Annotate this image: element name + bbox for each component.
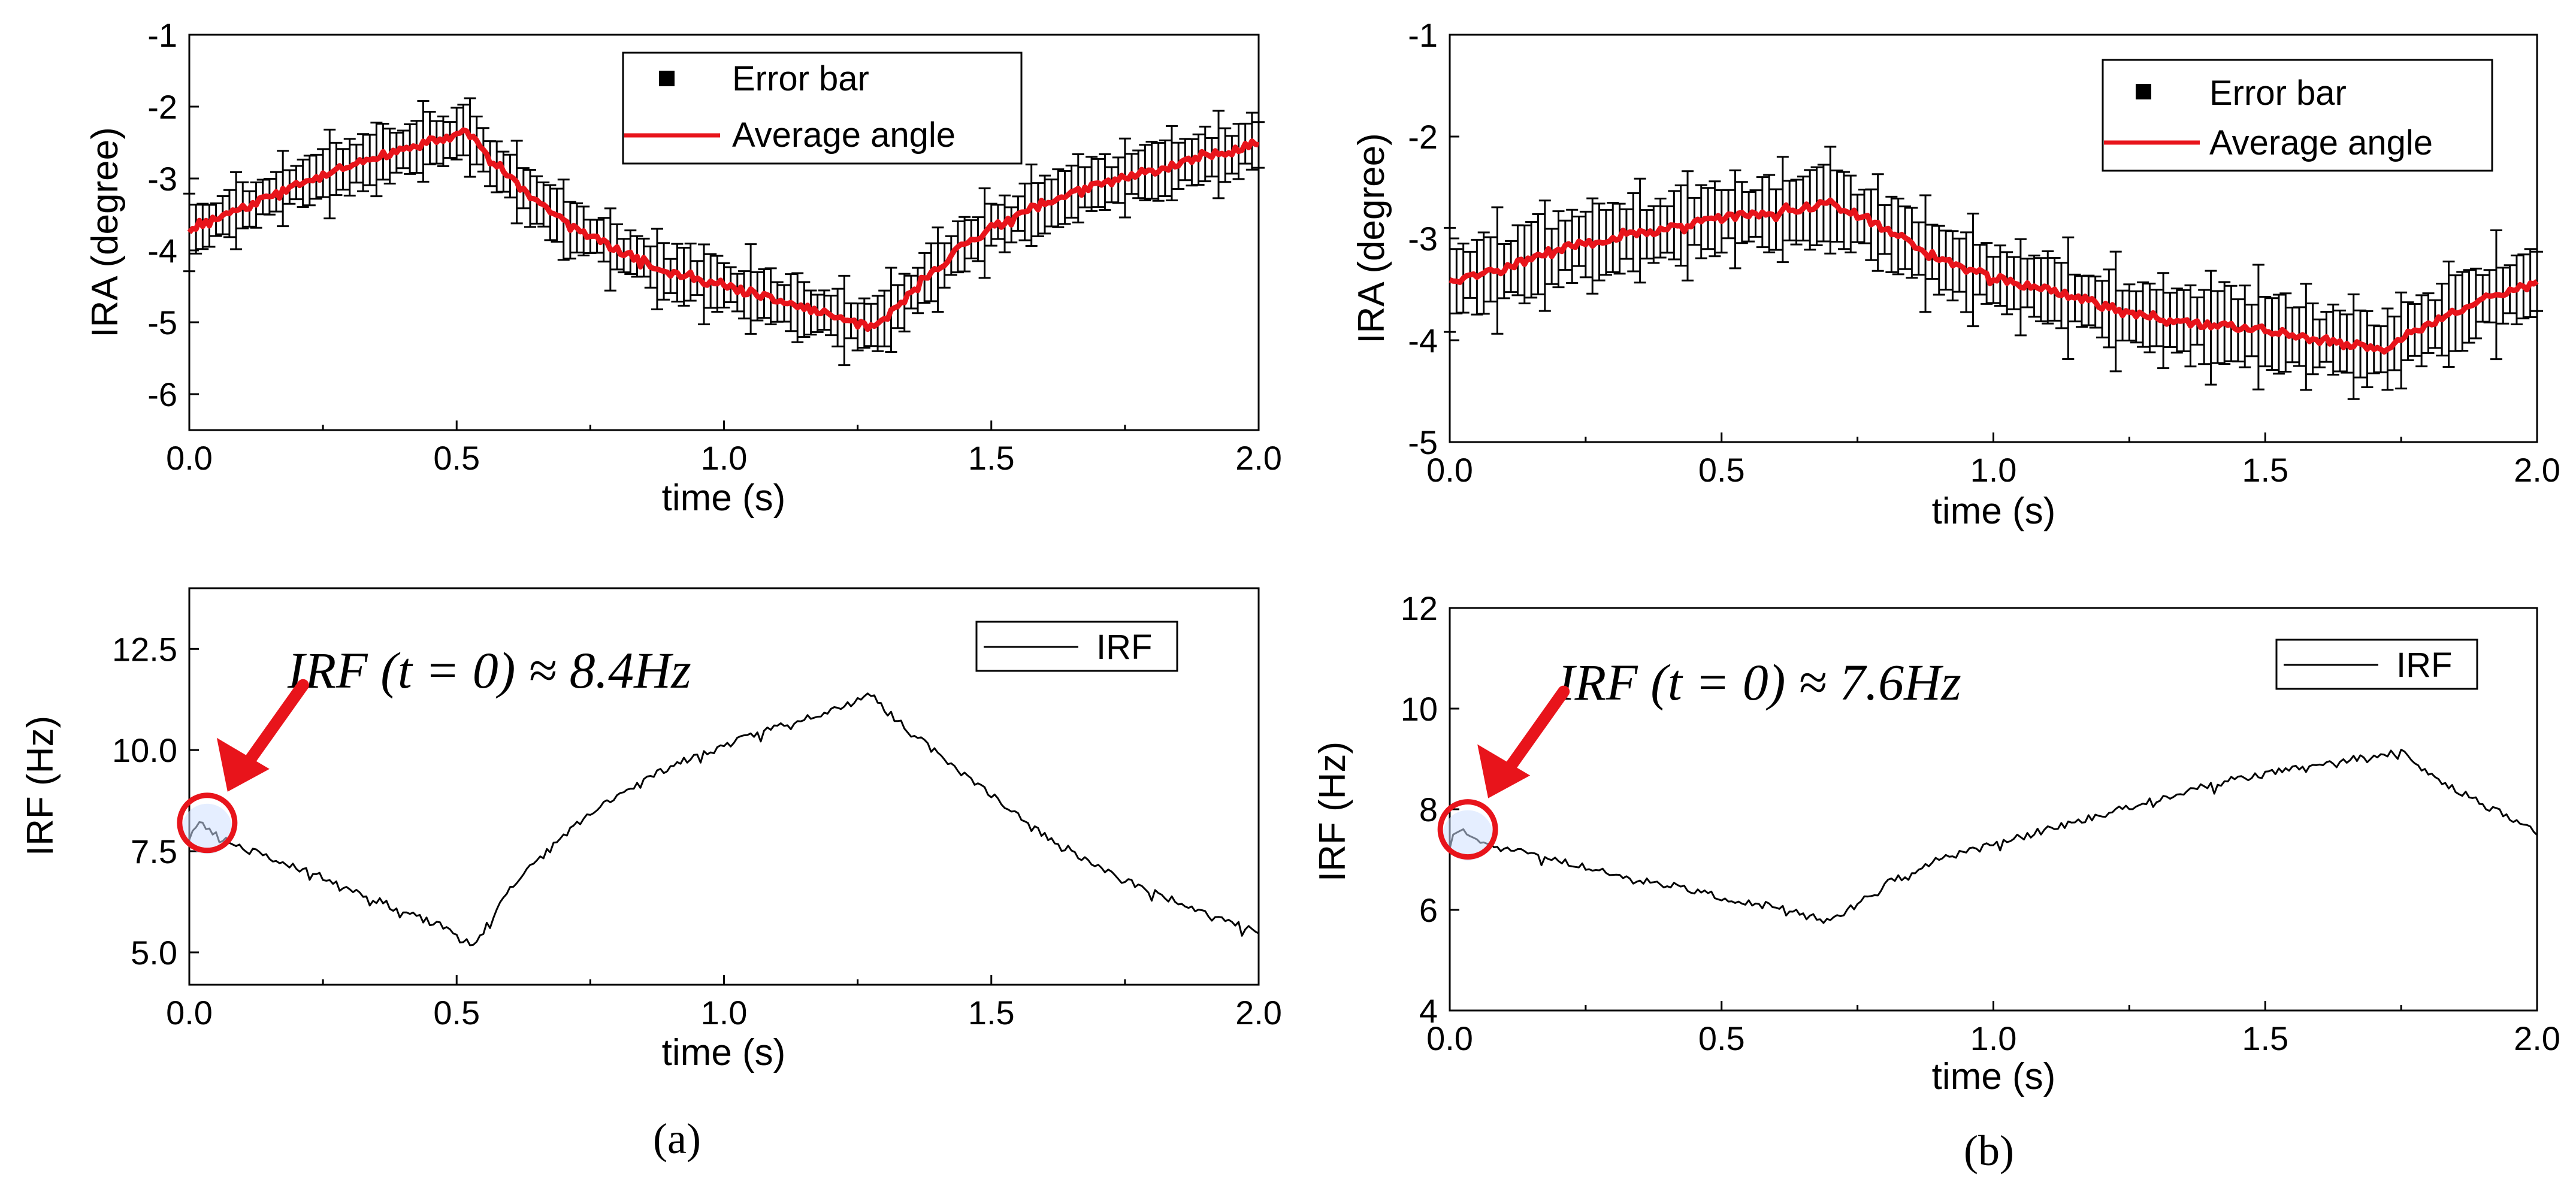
x-tick-label: 0.0 (1426, 1019, 1473, 1057)
tick-layer: 0.0 0.5 1.0 1.5 2.0 4 6 8 10 12 (1401, 589, 2560, 1057)
annotation-marks (1437, 685, 1570, 861)
annotation-arrow-head (216, 737, 270, 792)
x-tick-label: 1.5 (968, 994, 1015, 1031)
marks-layer (183, 97, 1265, 367)
caption-a: (a) (653, 1115, 701, 1163)
chart-b-top: 0.0 0.5 1.0 1.5 2.0 -5 -4 -3 -2 -1 time (s) IRA (… (1351, 16, 2560, 532)
caption-b: (b) (1964, 1127, 2014, 1175)
legend-irf-label: IRF (2396, 646, 2452, 685)
series-line-average-angle (1449, 197, 2539, 355)
x-tick-label: 1.0 (701, 439, 748, 477)
x-tick-label: 0.0 (166, 994, 213, 1031)
error-bar-group (1444, 146, 2543, 400)
chart-a-top: 0.0 0.5 1.0 1.5 2.0 -6 -5 -4 -3 -2 -1 time (s) IRA… (84, 16, 1282, 519)
y-axis-label: IRF (Hz) (1312, 742, 1353, 882)
legend: IRF (975, 621, 1178, 672)
legend-error-bar-marker (659, 71, 675, 86)
legend-box (622, 52, 1023, 165)
annotation-arrow-head (1477, 744, 1531, 798)
x-axis-label: time (s) (662, 1032, 786, 1073)
y-tick-label: -1 (1408, 16, 1438, 54)
y-tick-label: -3 (147, 160, 177, 198)
legend-average-angle-label: Average angle (732, 116, 956, 155)
y-tick-label: -2 (147, 88, 177, 126)
x-tick-label: 1.0 (701, 994, 748, 1031)
x-tick-label: 0.5 (433, 439, 480, 477)
y-axis-label: IRA (degree) (1351, 133, 1392, 344)
x-tick-label: 2.0 (2514, 1019, 2560, 1057)
annotation-circle (1437, 799, 1498, 860)
annotation-circle (177, 792, 238, 854)
tick-layer: 0.0 0.5 1.0 1.5 2.0 -6 -5 -4 -3 -2 -1 (147, 16, 1282, 477)
x-tick-label: 0.5 (1698, 451, 1745, 489)
y-tick-label: -3 (1408, 220, 1438, 258)
marks-layer (188, 692, 1259, 946)
tick-layer: 0.0 0.5 1.0 1.5 2.0 5.0 7.5 10.0 12.5 (112, 630, 1282, 1031)
y-axis-label: IRA (degree) (84, 127, 126, 338)
annotation-arrow-shaft (238, 679, 309, 774)
y-tick-label: -5 (147, 304, 177, 341)
marks-layer (1449, 749, 2538, 924)
y-tick-label: 4 (1419, 992, 1438, 1030)
y-tick-label: 10.0 (112, 731, 177, 769)
annotation-highlight (182, 803, 232, 854)
error-bar-group (183, 97, 1265, 367)
y-tick-label: 7.5 (131, 833, 177, 870)
legend-box (2102, 59, 2493, 172)
legend: Error bar Average angle (2102, 59, 2493, 172)
annotation-marks (177, 679, 309, 854)
x-tick-label: 1.5 (2242, 451, 2288, 489)
x-tick-label: 1.0 (1970, 451, 2017, 489)
marks-layer (1444, 146, 2543, 400)
y-tick-label: -4 (1408, 322, 1438, 359)
y-tick-label: -1 (147, 16, 177, 54)
y-tick-label: 10 (1401, 690, 1438, 728)
y-tick-label: 5.0 (131, 934, 177, 972)
x-tick-label: 2.0 (1235, 994, 1282, 1031)
annotation-irf-t0: IRF (t = 0) ≈ 7.6Hz (1557, 654, 1961, 711)
x-tick-label: 0.0 (166, 439, 213, 477)
x-axis-label: time (s) (662, 477, 786, 519)
y-tick-label: -4 (147, 232, 177, 270)
y-tick-label: 12.5 (112, 630, 177, 668)
series-line-irf (188, 692, 1259, 946)
tick-layer: 0.0 0.5 1.0 1.5 2.0 -5 -4 -3 -2 -1 (1408, 16, 2560, 489)
y-tick-label: -5 (1408, 423, 1438, 461)
x-tick-label: 0.5 (1698, 1019, 1745, 1057)
x-tick-label: 2.0 (1235, 439, 1282, 477)
legend-error-bar-label: Error bar (2209, 74, 2347, 113)
y-tick-label: 8 (1419, 791, 1438, 828)
y-tick-label: 12 (1401, 589, 1438, 627)
annotation-highlight (1443, 810, 1493, 861)
chart-b-bottom: 0.0 0.5 1.0 1.5 2.0 4 6 8 10 12 time (s) IRF (Hz)… (1312, 589, 2560, 1097)
y-tick-label: -6 (147, 376, 177, 413)
x-axis-label: time (s) (1932, 1056, 2056, 1097)
legend-average-angle-label: Average angle (2209, 123, 2433, 162)
y-tick-label: 6 (1419, 891, 1438, 929)
annotation-irf-t0: IRF (t = 0) ≈ 8.4Hz (287, 642, 691, 699)
y-axis-label: IRF (Hz) (20, 716, 61, 856)
x-axis-label: time (s) (1932, 491, 2056, 532)
x-tick-label: 1.5 (2242, 1019, 2288, 1057)
legend-error-bar-label: Error bar (732, 59, 869, 98)
legend-irf-label: IRF (1096, 628, 1152, 667)
x-tick-label: 0.0 (1426, 451, 1473, 489)
x-tick-label: 1.0 (1970, 1019, 2017, 1057)
x-tick-label: 2.0 (2514, 451, 2560, 489)
annotation-arrow-shaft (1499, 685, 1570, 780)
series-line-average-angle (187, 127, 1259, 332)
series-line-irf (1449, 749, 2538, 924)
x-tick-label: 0.5 (433, 994, 480, 1031)
legend: Error bar Average angle (622, 52, 1023, 165)
chart-a-bottom: 0.0 0.5 1.0 1.5 2.0 5.0 7.5 10.0 12.5 time (s) I… (20, 587, 1282, 1073)
x-tick-label: 1.5 (968, 439, 1015, 477)
legend: IRF (2275, 639, 2478, 690)
y-tick-label: -2 (1408, 118, 1438, 156)
legend-error-bar-marker (2136, 84, 2151, 99)
